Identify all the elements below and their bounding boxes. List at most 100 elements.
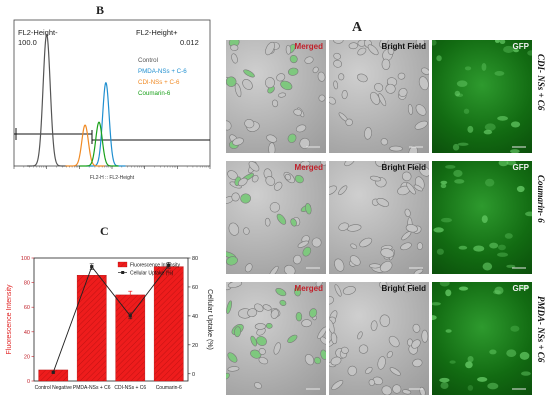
cell-shape: [302, 246, 312, 257]
gate-right-label: FL2-Height+: [136, 28, 178, 37]
fluorescent-cell: [436, 55, 442, 62]
left-axis-tick-label: 60: [24, 305, 30, 311]
cell-shape: [251, 174, 259, 183]
cell-shape: [268, 142, 276, 153]
cell-shape: [250, 349, 262, 359]
fluorescent-cell: [527, 50, 532, 56]
cell-shape: [227, 282, 243, 288]
cell-shape: [359, 237, 373, 248]
fluorescence-bar: [76, 275, 107, 382]
cell-shape: [348, 42, 359, 50]
fluorescent-cell: [456, 80, 468, 87]
cell-shape: [258, 357, 269, 365]
histogram-curve: [65, 124, 105, 167]
uptake-plot-area: 0 20 40 60 80 100 0 20 40 60 80 Control Negative PMD…: [6, 256, 213, 391]
fluorescent-cell: [432, 40, 437, 46]
uptake-point: [51, 370, 55, 374]
fluorescent-cell: [440, 183, 447, 189]
microscopy-column-label: GFP: [512, 42, 529, 51]
cell-shape: [380, 261, 393, 273]
cell-shape: [287, 67, 299, 76]
fluorescent-cell: [497, 252, 509, 257]
fluorescent-cell: [477, 376, 488, 382]
cell-shape: [415, 104, 427, 116]
cell-shape: [347, 224, 362, 232]
microscopy-row-label: Coumarin- 6: [536, 175, 546, 223]
fluorescent-cell: [482, 262, 493, 271]
fluorescent-cell: [467, 125, 474, 133]
cell-shape: [226, 120, 232, 131]
cell-shape: [358, 344, 369, 354]
cell-shape: [329, 296, 334, 305]
cell-shape: [341, 346, 349, 354]
fluorescent-cell: [454, 179, 465, 184]
cell-shape: [381, 58, 391, 70]
fluorescent-cell: [494, 40, 500, 43]
cell-shape: [227, 366, 240, 372]
histogram-legend-item: Control: [138, 57, 158, 64]
cell-shape: [379, 314, 391, 327]
gate-left-label: FL2-Height-: [18, 28, 58, 37]
cell-shape: [293, 286, 302, 297]
fluorescent-cell: [440, 382, 449, 389]
cell-shape: [271, 99, 279, 108]
cell-shape: [258, 348, 266, 355]
cell-shape: [284, 173, 292, 181]
cell-shape: [367, 44, 379, 56]
cell-shape: [370, 320, 378, 331]
cell-shape: [232, 137, 244, 146]
cell-shape: [234, 326, 241, 338]
cell-shape: [305, 202, 312, 215]
microscopy-column-label: Merged: [294, 163, 323, 172]
cell-shape: [386, 351, 393, 358]
cell-shape: [244, 119, 255, 129]
cell-shape: [254, 323, 266, 330]
cell-shape: [265, 41, 275, 56]
cell-shape: [226, 256, 238, 266]
fluorescent-cell: [445, 329, 452, 333]
cell-shape: [421, 329, 429, 343]
cell-texture: [226, 40, 326, 153]
fluorescent-cell: [473, 245, 485, 252]
cell-shape: [405, 224, 418, 233]
fluorescent-cell: [510, 121, 521, 128]
fluorescent-cell: [449, 360, 456, 364]
microscopy-column-label: GFP: [512, 163, 529, 172]
cell-shape: [397, 72, 406, 80]
histogram-curve: [79, 121, 119, 167]
cell-shape: [248, 161, 260, 172]
fluorescent-cell: [484, 123, 496, 131]
cell-shape: [385, 83, 396, 94]
fluorescent-cell: [439, 282, 450, 287]
cell-shape: [295, 312, 303, 322]
cell-shape: [369, 263, 381, 269]
fluorescent-cell: [458, 245, 468, 250]
fluorescent-cell: [494, 286, 504, 295]
fluorescent-cell: [506, 161, 517, 166]
microscopy-column-label: Bright Field: [381, 42, 426, 51]
cell-shape: [250, 335, 258, 347]
cell-shape: [270, 309, 279, 319]
cell-shape: [369, 175, 382, 182]
fluorescent-cell: [487, 382, 499, 390]
cell-shape: [389, 145, 403, 152]
fluorescent-cell: [481, 63, 487, 71]
cell-shape: [265, 176, 276, 186]
microscopy-column-label: Bright Field: [381, 163, 426, 172]
cell-shape: [357, 331, 363, 340]
uptake-point: [167, 263, 171, 267]
cell-shape: [333, 59, 343, 68]
cell-shape: [338, 222, 349, 231]
fluorescent-cell: [513, 48, 519, 53]
histogram-curve: [86, 81, 126, 167]
fluorescent-cell: [498, 244, 506, 251]
category-label: PMDA-NSs + C6: [73, 385, 111, 391]
category-label: Control Negative: [35, 385, 72, 391]
fluorescent-cell: [510, 325, 520, 332]
cell-shape: [329, 185, 337, 196]
cell-shape: [300, 161, 311, 168]
cell-shape: [347, 365, 357, 376]
cell-shape: [301, 319, 312, 328]
cell-shape: [227, 352, 238, 363]
cell-shape: [329, 96, 336, 105]
